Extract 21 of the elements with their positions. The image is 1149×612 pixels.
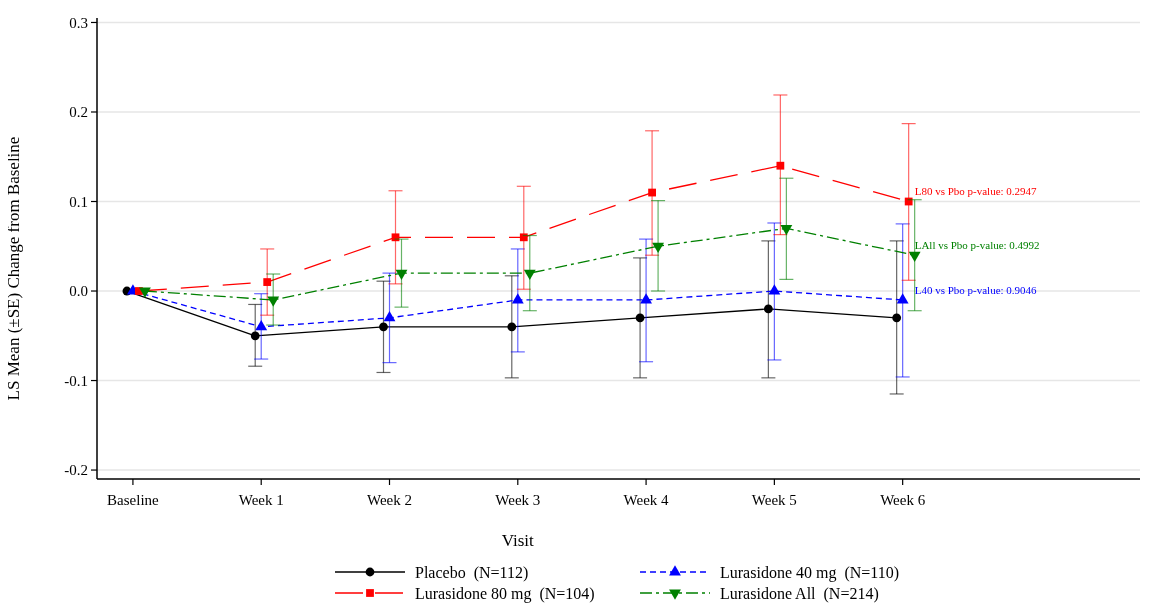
x-tick-label: Week 3 [495, 492, 541, 508]
x-tick-label: Week 6 [880, 492, 926, 508]
x-tick-label: Week 4 [623, 492, 670, 508]
x-axis-title: Visit [501, 531, 535, 550]
legend-label: Lurasidone 40 mg (N=110) [720, 563, 900, 582]
x-tick-label: Week 5 [751, 492, 797, 508]
legend-label: Lurasidone All (N=214) [720, 584, 879, 603]
annotation: L80 vs Pbo p-value: 0.2947 [914, 185, 1038, 198]
y-tick-label: -0.2 [64, 462, 88, 479]
y-tick-label: 0.1 [69, 193, 88, 210]
legend-label: Lurasidone 80 mg (N=104) [415, 584, 595, 603]
x-tick-label: Week 1 [238, 492, 284, 508]
x-tick-label: Baseline [107, 492, 160, 508]
annotation: L40 vs Pbo p-value: 0.9046 [914, 283, 1038, 296]
y-tick-label: 0.2 [69, 104, 88, 121]
annotation: LAll vs Pbo p-value: 0.4992 [914, 239, 1040, 252]
x-tick-label: Week 2 [366, 492, 413, 508]
y-tick-label: 0.0 [69, 283, 88, 300]
y-tick-label: 0.3 [69, 14, 88, 31]
y-tick-label: -0.1 [64, 372, 88, 389]
legend-label: Placebo (N=112) [415, 563, 529, 582]
